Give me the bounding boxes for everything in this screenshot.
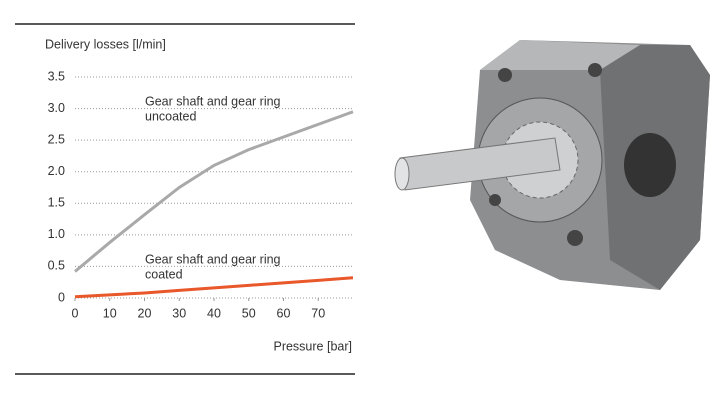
- pump-port: [624, 133, 676, 197]
- pump-bolt: [567, 230, 583, 246]
- y-tick-label: 2.5: [48, 132, 65, 146]
- x-tick-label: 50: [242, 306, 256, 320]
- y-tick-label: 0: [58, 290, 65, 304]
- x-tick-label: 60: [277, 306, 291, 320]
- y-tick-label: 3.5: [48, 69, 65, 83]
- x-tick-label: 10: [103, 306, 117, 320]
- x-tick-label: 40: [207, 306, 221, 320]
- y-tick-label: 2.0: [48, 164, 65, 178]
- y-axis-label: Delivery losses [l/min]: [45, 37, 166, 51]
- y-tick-label: 3.0: [48, 101, 65, 115]
- series-line: [74, 110, 354, 273]
- pump-shaft-end: [394, 157, 410, 191]
- pump-top: [480, 40, 640, 70]
- pump-bolt: [489, 194, 501, 206]
- y-tick-label: 1.0: [48, 227, 65, 241]
- y-tick-label: 0.5: [48, 259, 65, 273]
- x-axis-label: Pressure [bar]: [273, 339, 352, 353]
- annotation: Gear shaft and gear ring: [145, 252, 281, 266]
- x-tick-label: 70: [311, 306, 325, 320]
- y-tick-label: 1.5: [48, 196, 65, 210]
- x-tick-label: 0: [72, 306, 79, 320]
- series-line: [74, 276, 354, 299]
- x-tick-label: 30: [172, 306, 186, 320]
- annotation: Gear shaft and gear ring: [145, 94, 281, 108]
- annotation: coated: [145, 267, 183, 281]
- x-tick-label: 20: [138, 306, 152, 320]
- pump-bolt: [498, 68, 512, 82]
- annotation: uncoated: [145, 109, 196, 123]
- pump-bolt: [588, 63, 602, 77]
- pump-photo: [394, 40, 710, 290]
